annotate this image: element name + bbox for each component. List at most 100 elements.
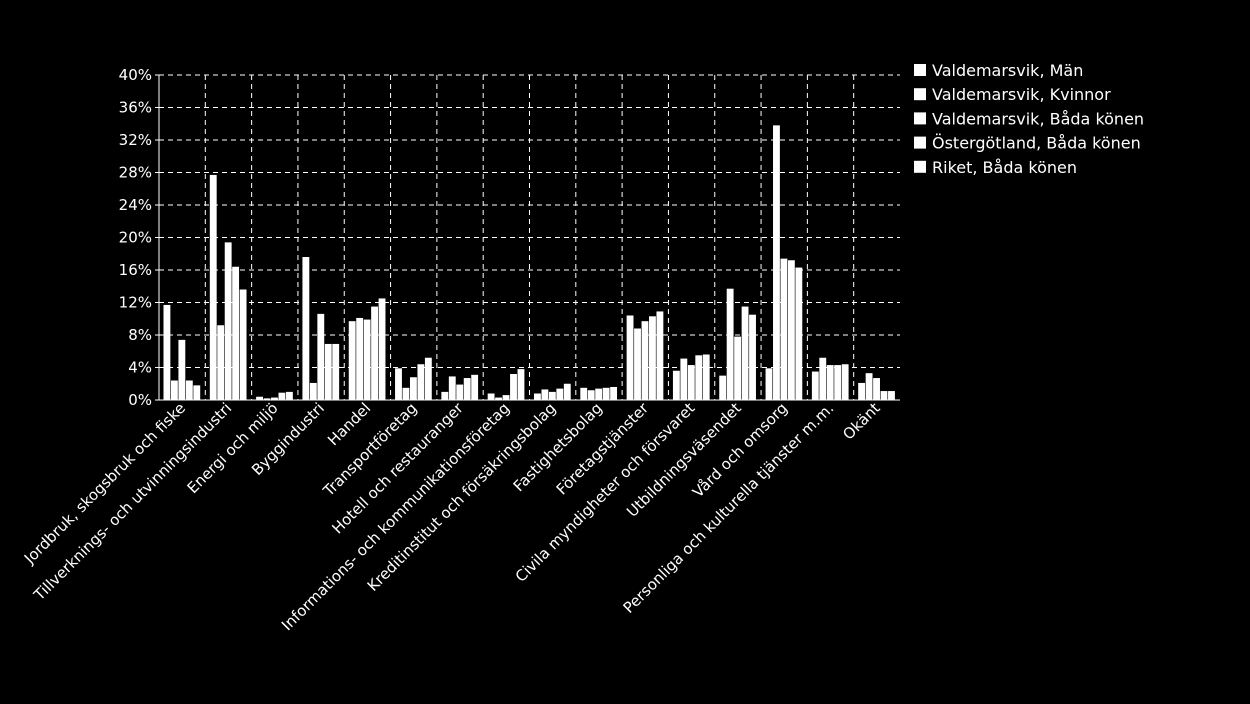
bar (487, 393, 495, 400)
bar (239, 289, 247, 400)
y-tick-label: 8% (128, 326, 152, 344)
bar (580, 387, 588, 400)
bar (324, 343, 332, 400)
bar (765, 368, 773, 400)
bar (232, 266, 240, 400)
bar (595, 388, 603, 400)
bar (502, 395, 510, 400)
y-tick-label: 16% (119, 261, 152, 279)
legend-swatch (914, 64, 926, 76)
bar (634, 328, 641, 400)
bar (556, 388, 564, 400)
bar (495, 397, 503, 400)
bar (348, 321, 356, 400)
bar (178, 339, 186, 400)
bar (780, 258, 788, 400)
legend-label: Riket, Båda könen (932, 158, 1077, 177)
bar (424, 357, 432, 400)
bar (726, 288, 734, 400)
bar (409, 377, 417, 400)
bar (456, 384, 464, 400)
y-tick-label: 36% (119, 99, 152, 117)
bar (834, 365, 842, 400)
bar (702, 354, 710, 400)
bar (302, 257, 310, 400)
bar (695, 355, 703, 400)
bar (170, 380, 178, 400)
legend-label: Valdemarsvik, Kvinnor (932, 85, 1111, 104)
bar (773, 125, 780, 400)
bar (332, 343, 340, 400)
bar (687, 365, 695, 400)
bar (395, 368, 402, 400)
bar (548, 391, 556, 400)
bar (672, 370, 680, 400)
y-tick-label: 40% (119, 66, 152, 84)
bars-layer (163, 125, 895, 400)
bar (402, 387, 410, 400)
bar (217, 325, 225, 400)
bar (317, 313, 325, 400)
bar (378, 298, 386, 400)
bar (510, 374, 517, 400)
bar (163, 304, 171, 400)
bar (841, 364, 849, 400)
y-tick-label: 12% (119, 294, 152, 312)
bar (858, 382, 866, 400)
bar (795, 267, 803, 400)
bar (865, 373, 873, 400)
category-label: Jordbruk, skogsbruk och fiske (20, 399, 189, 568)
legend-label: Valdemarsvik, Båda könen (932, 109, 1144, 128)
bar (417, 364, 425, 400)
legend-swatch (914, 136, 926, 149)
axis-layer: 0% 4% 8% 12% 16% 20% 24% 28% 32% 36% 40% Jordbruk, … (20, 66, 900, 634)
bar (541, 389, 549, 400)
bar (185, 380, 193, 400)
bar (271, 397, 278, 400)
bar (602, 387, 610, 400)
bar (263, 398, 271, 400)
bar (441, 391, 449, 400)
bar (873, 378, 880, 400)
legend-label: Valdemarsvik, Män (932, 61, 1083, 80)
bar (819, 357, 827, 400)
bar (471, 374, 479, 400)
bar (719, 375, 727, 400)
bar (610, 387, 618, 400)
bar (256, 396, 263, 400)
bar (517, 369, 525, 400)
bar (363, 319, 371, 400)
bar (811, 371, 819, 400)
bar (371, 306, 378, 400)
bar (626, 315, 634, 400)
bar (880, 391, 888, 400)
bar (224, 242, 232, 400)
grid-layer (159, 74, 900, 400)
y-tick-label: 24% (119, 196, 152, 214)
bar (285, 391, 293, 400)
legend-swatch (914, 88, 926, 101)
bar (641, 321, 649, 400)
bar (463, 378, 471, 400)
bar (888, 391, 895, 400)
bar (649, 316, 656, 400)
bar (741, 306, 749, 400)
bar (356, 317, 364, 400)
bar (534, 393, 541, 400)
bar (680, 358, 688, 400)
y-tick-label: 32% (119, 131, 152, 149)
bar (209, 174, 217, 400)
category-label: Tillverknings- och utvinningsindustri (30, 399, 236, 605)
bar (563, 383, 571, 400)
y-tick-label: 20% (119, 229, 152, 247)
bar (749, 314, 756, 400)
bar (587, 390, 595, 400)
bar (448, 376, 456, 400)
bar (826, 365, 834, 400)
bar (787, 260, 795, 400)
legend-swatch (914, 112, 926, 125)
bar (734, 336, 742, 400)
legend-swatch (914, 160, 926, 173)
